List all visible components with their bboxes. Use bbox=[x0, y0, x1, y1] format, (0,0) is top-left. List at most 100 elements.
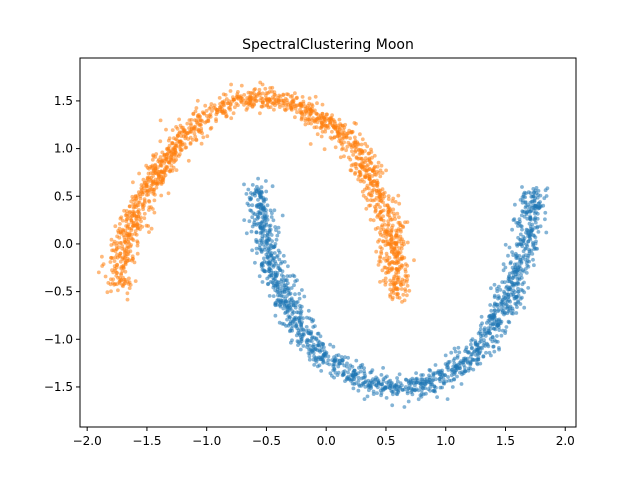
data-point bbox=[266, 281, 270, 286]
data-point bbox=[386, 194, 391, 199]
data-point bbox=[112, 241, 116, 246]
data-point bbox=[330, 129, 334, 134]
data-point bbox=[146, 224, 151, 228]
data-point bbox=[128, 283, 133, 287]
data-point bbox=[258, 111, 262, 116]
data-point bbox=[430, 382, 435, 387]
data-point bbox=[527, 234, 532, 238]
data-point bbox=[432, 388, 436, 393]
data-point bbox=[341, 146, 345, 151]
data-point bbox=[506, 292, 511, 297]
data-point bbox=[273, 225, 278, 229]
data-point bbox=[392, 247, 397, 251]
data-point bbox=[527, 247, 531, 252]
data-point bbox=[363, 141, 368, 146]
data-point bbox=[317, 343, 321, 348]
data-point bbox=[473, 339, 478, 343]
data-point bbox=[396, 220, 401, 225]
data-point bbox=[257, 246, 262, 250]
data-point bbox=[268, 254, 272, 259]
data-point bbox=[373, 209, 378, 214]
data-point bbox=[475, 342, 480, 347]
data-point bbox=[327, 362, 332, 367]
data-point bbox=[252, 212, 257, 217]
data-point bbox=[115, 262, 119, 267]
data-point bbox=[357, 382, 361, 387]
data-point bbox=[525, 231, 530, 236]
data-point bbox=[394, 270, 398, 275]
data-point bbox=[360, 148, 364, 153]
data-point bbox=[308, 347, 313, 352]
data-point bbox=[130, 194, 135, 199]
data-point bbox=[187, 126, 192, 130]
data-point bbox=[405, 283, 410, 288]
data-point bbox=[285, 294, 289, 298]
data-point bbox=[289, 107, 294, 111]
data-point bbox=[270, 89, 274, 94]
data-point bbox=[312, 363, 317, 367]
data-point bbox=[393, 217, 397, 221]
data-point bbox=[395, 376, 399, 380]
data-point bbox=[346, 131, 351, 136]
data-point bbox=[127, 241, 131, 246]
data-point bbox=[122, 247, 127, 252]
data-point bbox=[275, 233, 280, 238]
data-point bbox=[154, 152, 159, 156]
data-point bbox=[167, 160, 171, 165]
data-point bbox=[332, 359, 337, 364]
data-point bbox=[276, 230, 281, 235]
data-point bbox=[371, 183, 375, 188]
data-point bbox=[475, 347, 480, 352]
data-point bbox=[245, 201, 250, 206]
data-point bbox=[160, 150, 165, 155]
data-point bbox=[446, 368, 451, 372]
data-point bbox=[267, 266, 272, 271]
data-point bbox=[366, 163, 370, 167]
data-point bbox=[139, 219, 143, 224]
data-point bbox=[504, 325, 509, 329]
data-point bbox=[204, 109, 209, 113]
data-point bbox=[486, 330, 491, 335]
data-point bbox=[344, 148, 348, 153]
data-point bbox=[174, 143, 179, 148]
data-point bbox=[493, 327, 498, 332]
data-point bbox=[306, 351, 311, 355]
data-point bbox=[256, 176, 260, 181]
data-point bbox=[397, 201, 402, 206]
data-point bbox=[115, 241, 120, 245]
data-point bbox=[238, 95, 243, 100]
data-point bbox=[195, 98, 200, 103]
data-point bbox=[523, 200, 528, 205]
data-point bbox=[388, 287, 393, 292]
data-point bbox=[259, 249, 264, 253]
data-point bbox=[398, 386, 402, 390]
data-point bbox=[159, 164, 164, 168]
data-point bbox=[268, 227, 273, 232]
data-point bbox=[305, 315, 309, 320]
data-point bbox=[135, 243, 140, 248]
data-point bbox=[210, 109, 214, 113]
data-point bbox=[274, 237, 279, 242]
data-point bbox=[368, 177, 372, 181]
data-point bbox=[100, 254, 104, 259]
data-point bbox=[496, 294, 501, 299]
data-point bbox=[385, 374, 389, 379]
data-point bbox=[323, 126, 328, 131]
data-point bbox=[273, 259, 277, 264]
data-point bbox=[106, 281, 111, 285]
data-point bbox=[260, 236, 265, 241]
data-point bbox=[393, 200, 398, 204]
data-point bbox=[193, 109, 198, 114]
data-point bbox=[458, 366, 462, 371]
data-point bbox=[522, 190, 527, 195]
data-point bbox=[527, 221, 532, 226]
data-point bbox=[158, 139, 163, 144]
data-point bbox=[328, 342, 332, 347]
data-point bbox=[521, 210, 525, 214]
data-point bbox=[136, 226, 141, 231]
data-point bbox=[296, 310, 301, 315]
data-point bbox=[273, 288, 278, 293]
data-point bbox=[149, 226, 154, 231]
data-point bbox=[457, 361, 462, 365]
data-point bbox=[376, 213, 380, 218]
